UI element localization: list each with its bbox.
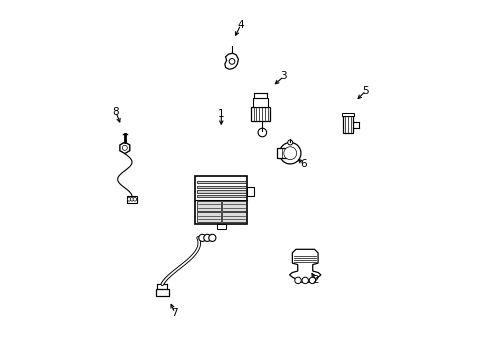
Text: 3: 3 xyxy=(280,71,286,81)
Bar xyxy=(342,116,353,133)
Text: 5: 5 xyxy=(362,86,368,96)
Circle shape xyxy=(127,198,131,201)
Bar xyxy=(196,201,220,211)
Bar xyxy=(196,181,245,184)
Polygon shape xyxy=(120,142,129,154)
Circle shape xyxy=(133,198,136,201)
Circle shape xyxy=(308,277,315,284)
Text: 7: 7 xyxy=(171,308,178,318)
Text: 4: 4 xyxy=(237,19,244,30)
Circle shape xyxy=(198,234,205,242)
Bar xyxy=(341,113,353,116)
Polygon shape xyxy=(224,53,238,69)
Bar xyxy=(126,196,137,203)
Circle shape xyxy=(258,128,266,137)
Circle shape xyxy=(122,145,127,150)
Bar xyxy=(246,187,253,196)
Bar xyxy=(155,289,169,296)
Bar xyxy=(222,212,245,222)
Text: 6: 6 xyxy=(300,159,306,169)
Bar xyxy=(196,212,220,222)
Circle shape xyxy=(294,277,301,284)
Bar xyxy=(216,224,225,229)
Bar xyxy=(195,176,246,224)
Bar xyxy=(196,195,245,197)
Text: 1: 1 xyxy=(218,109,224,119)
Circle shape xyxy=(208,234,216,242)
Bar xyxy=(253,98,267,107)
Bar xyxy=(196,185,245,188)
Bar xyxy=(250,107,270,121)
Circle shape xyxy=(279,143,300,164)
Bar xyxy=(222,201,245,211)
Circle shape xyxy=(302,277,308,284)
Circle shape xyxy=(229,59,234,64)
Text: 2: 2 xyxy=(312,275,319,285)
Text: 8: 8 xyxy=(112,107,119,117)
Circle shape xyxy=(283,147,296,159)
Bar xyxy=(276,148,287,158)
Polygon shape xyxy=(289,249,320,282)
Circle shape xyxy=(287,140,292,145)
Bar xyxy=(196,190,245,193)
Circle shape xyxy=(203,234,210,242)
Circle shape xyxy=(130,198,134,201)
